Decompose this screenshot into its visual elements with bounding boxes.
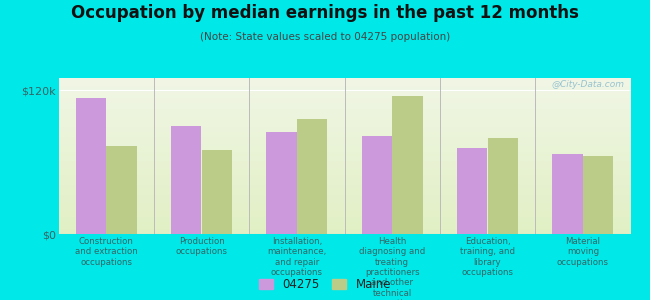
Text: Occupation by median earnings in the past 12 months: Occupation by median earnings in the pas… [71, 4, 579, 22]
Bar [106, 146, 136, 234]
Bar [392, 96, 422, 234]
Bar [583, 156, 614, 234]
Bar [361, 136, 392, 234]
Text: @City-Data.com: @City-Data.com [552, 80, 625, 88]
Bar [552, 154, 583, 234]
Bar [171, 126, 202, 234]
Bar [457, 148, 488, 234]
Bar [488, 138, 518, 234]
Bar [297, 119, 328, 234]
Text: (Note: State values scaled to 04275 population): (Note: State values scaled to 04275 popu… [200, 32, 450, 41]
Bar [202, 150, 232, 234]
Legend: 04275, Maine: 04275, Maine [259, 278, 391, 291]
Bar [266, 132, 297, 234]
Bar [75, 98, 106, 234]
